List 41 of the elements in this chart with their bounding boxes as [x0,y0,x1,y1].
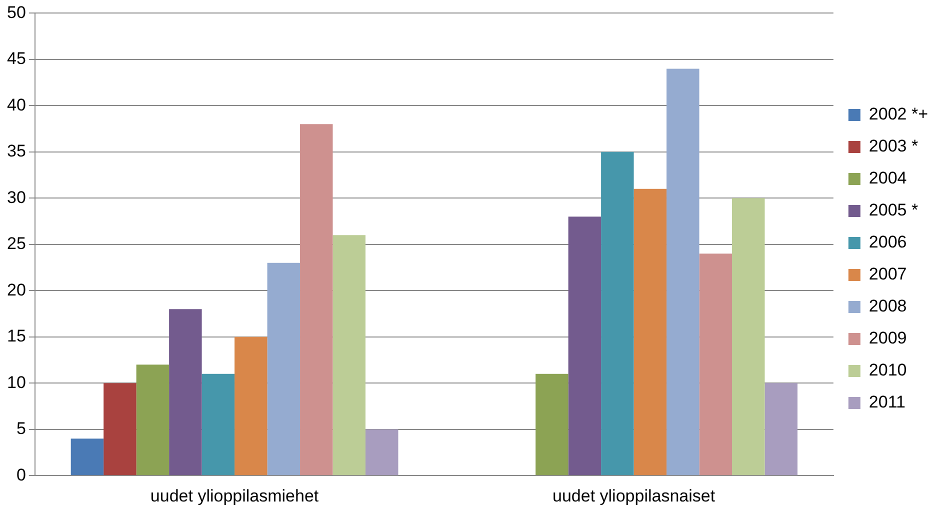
y-tick-label: 35 [6,142,26,161]
y-tick-label: 25 [6,234,26,254]
bar [764,383,798,476]
legend-label: 2003 * [868,136,918,156]
legend-label: 2011 [868,392,906,412]
bar [699,254,732,476]
bar [136,364,170,476]
bar [300,124,333,476]
y-tick-label: 5 [16,419,26,438]
bar [568,216,602,476]
y-tick-label: 50 [6,2,26,22]
y-tick-label: 0 [16,465,26,484]
y-tick-label: 15 [6,326,26,346]
y-tick-label: 20 [6,280,26,300]
bar [365,429,398,476]
legend-label: 2009 [868,328,907,348]
bar [634,188,667,476]
bar [666,68,700,476]
legend-label: 2008 [868,296,907,316]
bar [536,374,568,476]
bar [601,152,634,476]
legend-label: 2002 *+ [868,104,928,124]
bar [202,374,235,476]
x-tick-label: uudet ylioppilasmiehet [150,486,319,506]
legend-label: 2006 [868,232,907,252]
x-tick-label: uudet ylioppilasnaiset [552,486,716,506]
legend-label: 2004 [868,168,907,188]
bar [332,235,366,476]
bar [169,309,202,476]
y-tick-label: 30 [6,188,26,207]
bar [267,262,300,476]
y-tick-label: 45 [6,49,26,68]
bar [234,336,268,476]
y-tick-label: 40 [6,95,26,114]
legend-label: 2007 [868,264,907,284]
y-tick-label: 10 [6,372,26,392]
legend-label: 2005 * [868,200,918,220]
bar [104,383,136,476]
legend-label: 2010 [868,360,907,380]
bar [732,198,765,476]
bar [70,438,104,476]
